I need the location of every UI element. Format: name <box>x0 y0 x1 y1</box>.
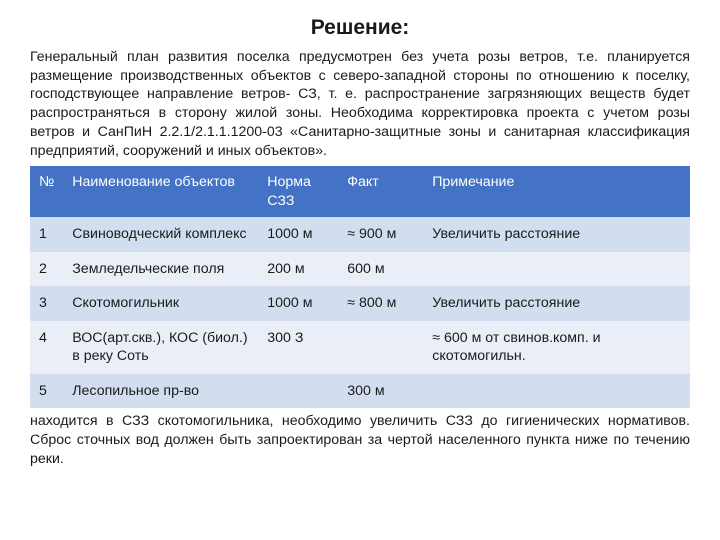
cell-num: 1 <box>30 217 63 251</box>
cell-fact: ≈ 900 м <box>338 217 423 251</box>
cell-num: 2 <box>30 252 63 286</box>
cell-fact: ≈ 800 м <box>338 286 423 320</box>
cell-name: Лесопильное пр-во <box>63 374 258 408</box>
table-row: 2 Земледельческие поля 200 м 600 м <box>30 252 690 286</box>
cell-name: Свиноводческий комплекс <box>63 217 258 251</box>
cell-norm: 1000 м <box>258 217 338 251</box>
cell-name: Земледельческие поля <box>63 252 258 286</box>
cell-note: Увеличить расстояние <box>423 217 690 251</box>
closing-paragraph: находится в СЗЗ скотомогильника, необход… <box>30 412 690 468</box>
cell-norm <box>258 374 338 408</box>
cell-note <box>423 374 690 408</box>
szz-table: № Наименование объектов Норма СЗЗ Факт П… <box>30 166 690 408</box>
cell-note: Увеличить расстояние <box>423 286 690 320</box>
cell-fact <box>338 321 423 374</box>
cell-num: 3 <box>30 286 63 320</box>
table-row: 4 ВОС(арт.скв.), КОС (биол.) в реку Соть… <box>30 321 690 374</box>
table-row: 3 Скотомогильник 1000 м ≈ 800 м Увеличит… <box>30 286 690 320</box>
table-row: 1 Свиноводческий комплекс 1000 м ≈ 900 м… <box>30 217 690 251</box>
col-header-norm: Норма СЗЗ <box>258 166 338 217</box>
cell-name: Скотомогильник <box>63 286 258 320</box>
cell-note: ≈ 600 м от свинов.комп. и скотомогильн. <box>423 321 690 374</box>
cell-fact: 600 м <box>338 252 423 286</box>
intro-paragraph: Генеральный план развития поселка предус… <box>30 48 690 160</box>
col-header-name: Наименование объектов <box>63 166 258 217</box>
cell-norm: 300 З <box>258 321 338 374</box>
cell-norm: 200 м <box>258 252 338 286</box>
cell-note <box>423 252 690 286</box>
table-row: 5 Лесопильное пр-во 300 м <box>30 374 690 408</box>
cell-num: 5 <box>30 374 63 408</box>
cell-name: ВОС(арт.скв.), КОС (биол.) в реку Соть <box>63 321 258 374</box>
col-header-note: Примечание <box>423 166 690 217</box>
col-header-fact: Факт <box>338 166 423 217</box>
cell-fact: 300 м <box>338 374 423 408</box>
page-title: Решение: <box>30 16 690 40</box>
cell-num: 4 <box>30 321 63 374</box>
col-header-num: № <box>30 166 63 217</box>
table-header-row: № Наименование объектов Норма СЗЗ Факт П… <box>30 166 690 217</box>
cell-norm: 1000 м <box>258 286 338 320</box>
